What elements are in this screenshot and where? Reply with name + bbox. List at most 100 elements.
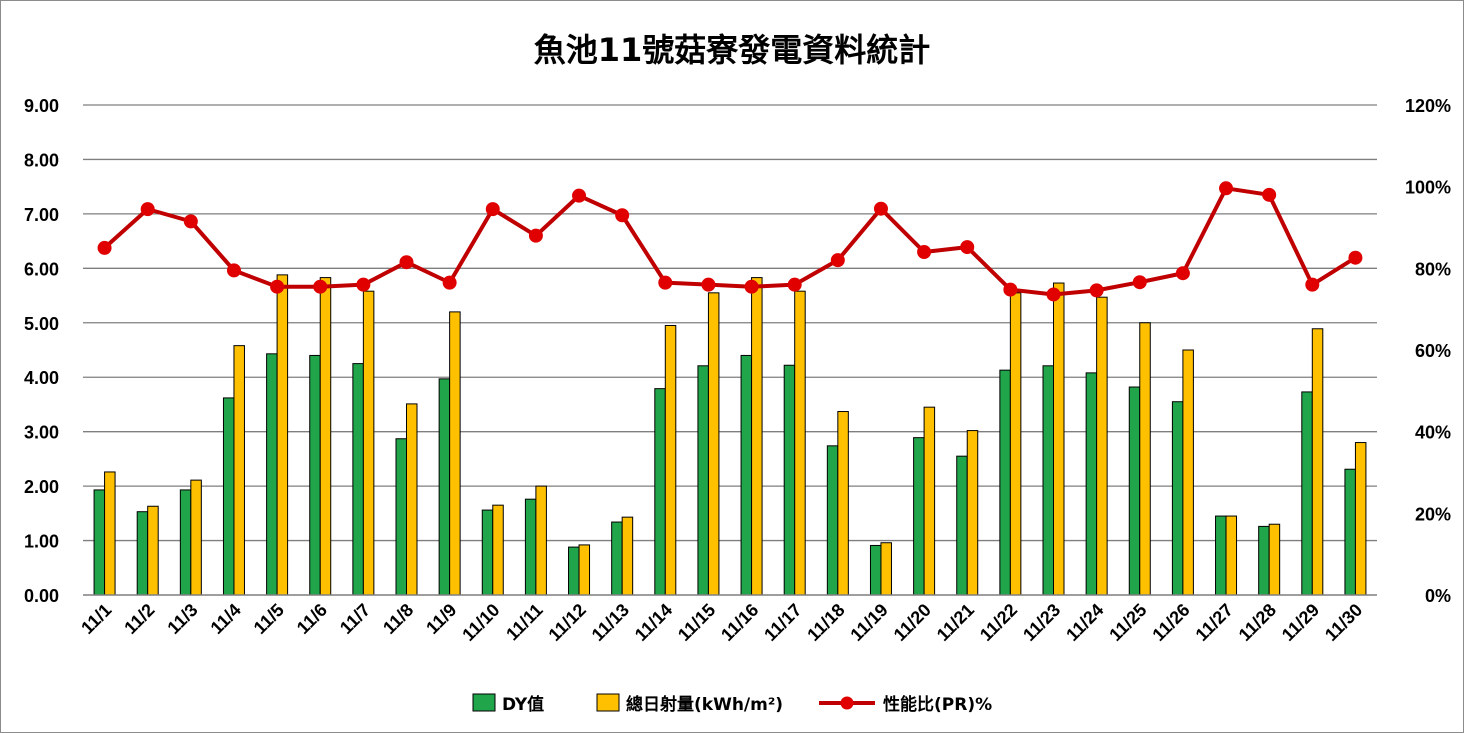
pr-point <box>442 275 457 290</box>
bar-dy <box>869 544 882 596</box>
bar-dy <box>481 509 494 596</box>
x-tick-label: 11/29 <box>1278 600 1323 645</box>
x-tick-label: 11/15 <box>674 600 719 645</box>
pr-point <box>1305 277 1320 292</box>
bar-dy <box>438 378 451 596</box>
x-tick-label: 11/6 <box>293 600 331 638</box>
y-right-tick-label: 0% <box>1425 586 1451 606</box>
bar-dy <box>1042 365 1054 596</box>
pr-line <box>103 186 1357 297</box>
pr-point <box>356 277 371 292</box>
bar-series <box>93 274 1367 596</box>
bar-dy <box>352 363 364 596</box>
bar-dy <box>956 455 968 596</box>
bar-dy <box>395 438 407 596</box>
pr-point <box>873 201 888 216</box>
bar-irradiance <box>664 325 677 596</box>
pr-point <box>183 214 198 229</box>
pr-point <box>1219 181 1234 196</box>
bar-irradiance <box>1225 515 1238 596</box>
bar-irradiance <box>233 345 245 596</box>
bar-irradiance <box>1311 328 1324 596</box>
pr-point <box>1348 250 1363 265</box>
bar-dy <box>222 397 235 596</box>
x-tick-label: 11/1 <box>77 600 115 638</box>
legend-label: DY值 <box>502 694 544 715</box>
bar-irradiance <box>880 542 892 596</box>
bar-dy <box>266 353 278 596</box>
pr-point <box>97 240 112 255</box>
y-right-tick-label: 80% <box>1415 259 1451 279</box>
bar-dy <box>1215 515 1227 596</box>
x-tick-label: 11/23 <box>1019 600 1064 645</box>
pr-point <box>960 240 975 255</box>
x-tick-label: 11/2 <box>120 600 158 638</box>
pr-point <box>528 228 543 243</box>
pr-point <box>658 275 673 290</box>
x-tick-label: 11/18 <box>803 600 848 645</box>
pr-point <box>744 279 759 294</box>
pr-point <box>1003 282 1018 297</box>
bar-dy <box>783 364 796 596</box>
bar-irradiance <box>1268 523 1281 596</box>
bar-irradiance <box>406 403 418 596</box>
pr-point <box>1046 287 1061 302</box>
bar-dy <box>697 365 709 596</box>
pr-point <box>270 279 285 294</box>
y-left-tick-label: 1.00 <box>24 532 59 552</box>
bar-irradiance <box>751 277 763 596</box>
x-tick-label: 11/24 <box>1062 600 1107 645</box>
bar-irradiance <box>147 505 159 596</box>
pr-point <box>830 253 845 268</box>
y-right-tick-label: 120% <box>1405 96 1451 116</box>
gridlines <box>83 104 1377 542</box>
bar-dy <box>913 437 925 596</box>
bar-irradiance <box>190 479 202 596</box>
pr-point <box>313 279 328 294</box>
bar-irradiance <box>966 430 979 596</box>
x-tick-label: 11/11 <box>502 600 547 645</box>
bar-dy <box>826 445 839 596</box>
legend-label: 總日射量(kWh/m²) <box>626 694 783 715</box>
legend-label: 性能比(PR)% <box>883 694 992 715</box>
chart-title: 魚池11號菇寮發電資料統計 <box>534 31 931 69</box>
x-tick-label: 11/7 <box>336 600 374 638</box>
pr-point <box>399 255 414 270</box>
bar-dy <box>179 489 192 596</box>
x-tick-label: 11/5 <box>250 600 288 638</box>
legend: DY值 總日射量(kWh/m²) 性能比(PR)% <box>472 693 992 715</box>
x-tick-label: 11/22 <box>976 600 1021 645</box>
y-right-tick-label: 100% <box>1405 178 1451 198</box>
bar-dy <box>524 498 537 596</box>
bar-dy <box>136 511 149 596</box>
bar-dy <box>740 354 753 596</box>
legend-marker <box>840 696 854 710</box>
bar-irradiance <box>362 290 375 596</box>
pr-point <box>701 277 716 292</box>
bar-irradiance <box>1354 442 1367 596</box>
bar-irradiance <box>276 274 289 596</box>
bar-dy <box>309 354 321 596</box>
x-tick-label: 11/27 <box>1192 600 1237 645</box>
x-tick-label: 11/25 <box>1105 600 1150 645</box>
y-right-tick-label: 60% <box>1415 341 1451 361</box>
pr-point <box>1175 266 1190 281</box>
x-tick-label: 11/28 <box>1235 600 1280 645</box>
bar-dy <box>1258 525 1270 596</box>
bar-dy <box>1085 372 1098 596</box>
bar-irradiance <box>492 504 504 596</box>
bar-dy <box>1128 386 1141 596</box>
pr-point <box>787 277 802 292</box>
pr-point <box>485 202 500 217</box>
y-right-tick-label: 20% <box>1415 504 1451 524</box>
x-tick-label: 11/20 <box>890 600 935 645</box>
x-tick-label: 11/12 <box>545 600 590 645</box>
x-tick-label: 11/17 <box>760 600 805 645</box>
bar-dy <box>1301 391 1313 596</box>
pr-point <box>140 202 155 217</box>
x-tick-label: 11/21 <box>933 600 978 645</box>
bar-irradiance <box>794 290 806 596</box>
bar-irradiance <box>1053 282 1065 596</box>
bar-irradiance <box>535 485 547 596</box>
